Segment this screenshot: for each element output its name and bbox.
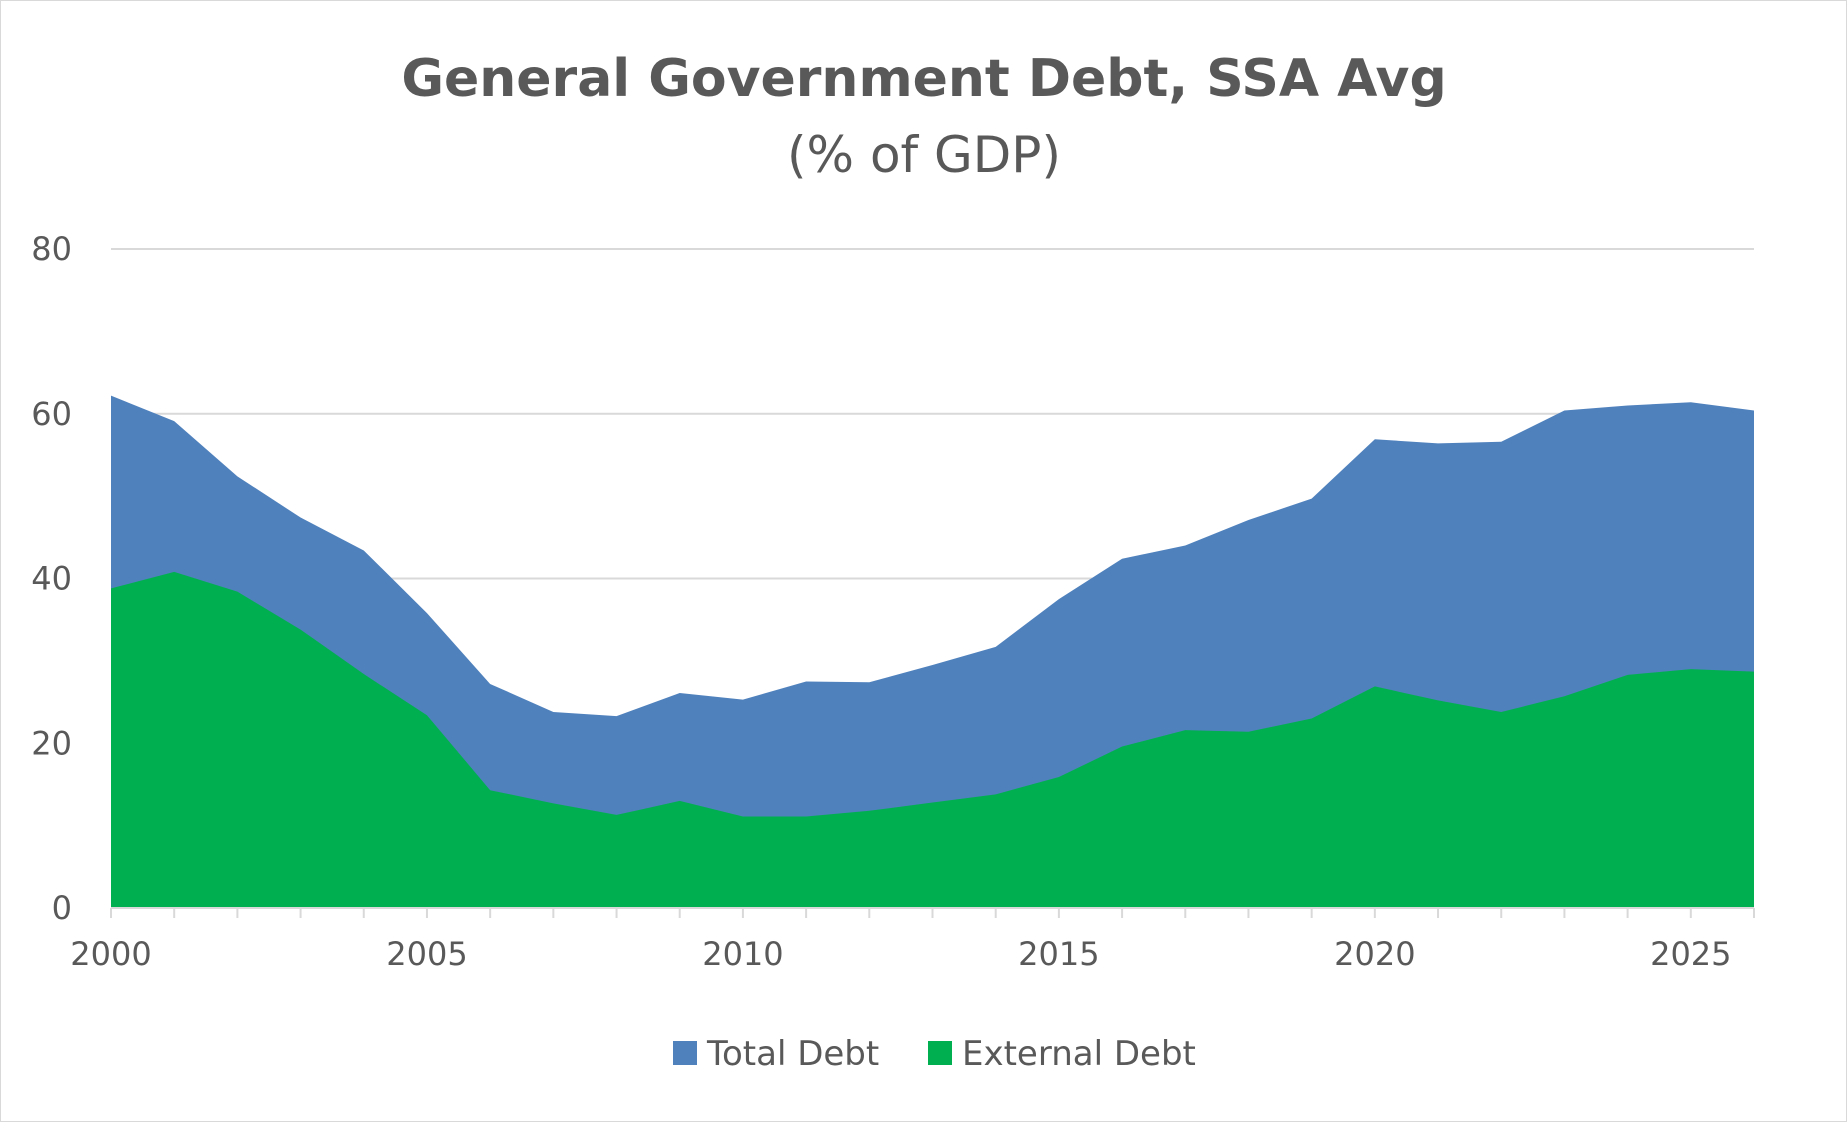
chart-subtitle: (% of GDP) <box>787 126 1061 184</box>
y-tick-label-60: 60 <box>31 395 72 433</box>
x-tick-label-2010: 2010 <box>702 935 783 973</box>
y-axis-labels: 0 20 40 60 80 <box>31 230 72 927</box>
legend: Total Debt External Debt <box>673 1034 1196 1074</box>
x-axis-labels: 2000 2005 2010 2015 2020 2025 <box>70 935 1731 973</box>
y-tick-label-40: 40 <box>31 560 72 598</box>
chart-title: General Government Debt, SSA Avg <box>401 49 1446 109</box>
y-tick-label-20: 20 <box>31 724 72 762</box>
y-tick-label-0: 0 <box>52 889 72 927</box>
x-tick-label-2020: 2020 <box>1334 935 1415 973</box>
x-axis <box>110 907 1755 918</box>
legend-label-total-debt: Total Debt <box>706 1034 879 1074</box>
x-tick-label-2000: 2000 <box>70 935 151 973</box>
legend-swatch-total-debt <box>673 1041 697 1065</box>
x-tick-label-2015: 2015 <box>1018 935 1099 973</box>
x-tick-label-2005: 2005 <box>386 935 467 973</box>
x-tick-label-2025: 2025 <box>1650 935 1731 973</box>
area-external-debt <box>111 571 1754 908</box>
legend-label-external-debt: External Debt <box>962 1034 1196 1074</box>
legend-swatch-external-debt <box>928 1041 952 1065</box>
y-tick-label-80: 80 <box>31 230 72 268</box>
plot-areas <box>111 395 1754 908</box>
